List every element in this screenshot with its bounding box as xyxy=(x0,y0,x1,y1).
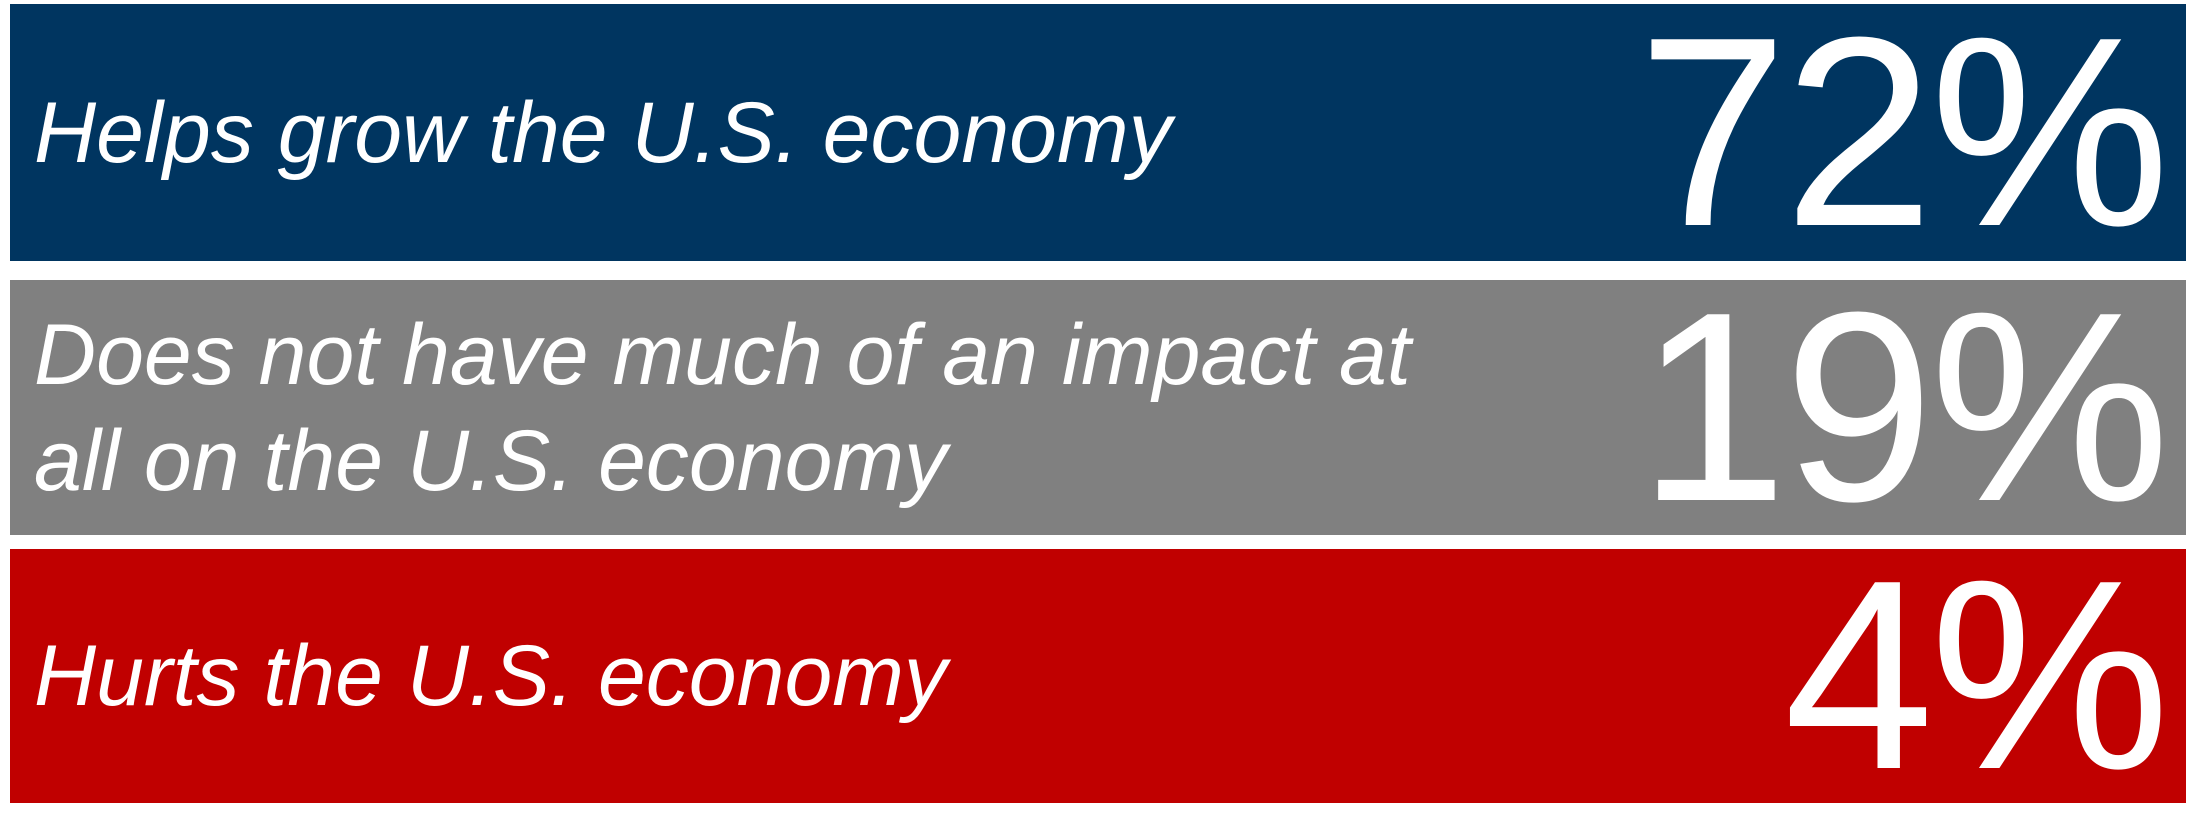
result-list: Helps grow the U.S. economy 72% Does not… xyxy=(10,0,2186,811)
row-value: 19% xyxy=(1637,256,2170,558)
row-value: 72% xyxy=(1637,0,2170,283)
result-row: Helps grow the U.S. economy 72% xyxy=(10,0,2186,267)
row-value: 4% xyxy=(1783,525,2170,826)
row-label: Does not have much of an impact at all o… xyxy=(34,306,1411,509)
row-label: Hurts the U.S. economy xyxy=(34,628,947,724)
result-row: Does not have much of an impact at all o… xyxy=(10,272,2186,542)
row-label: Helps grow the U.S. economy xyxy=(34,84,1172,181)
result-row: Hurts the U.S. economy 4% xyxy=(10,541,2186,811)
